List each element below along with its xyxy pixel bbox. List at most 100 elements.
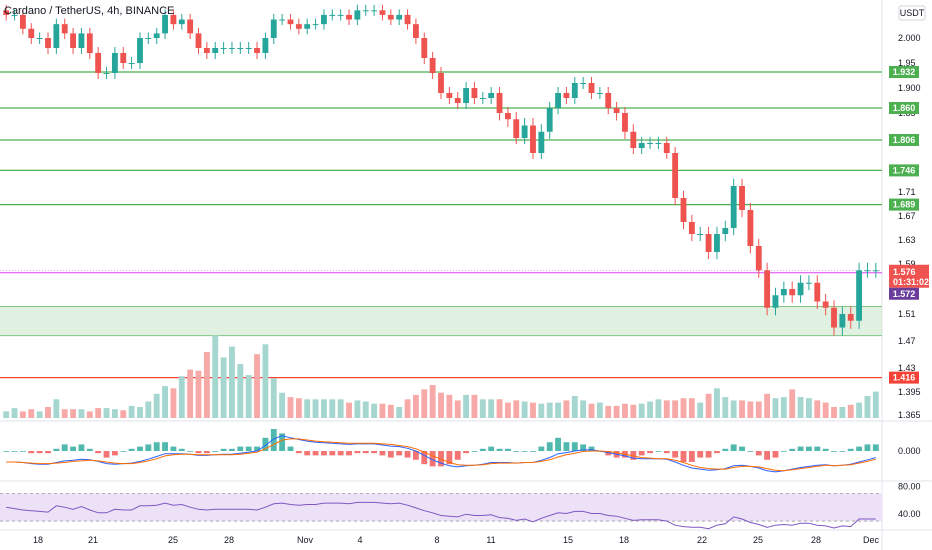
macd-signal-line[interactable] xyxy=(6,438,876,472)
candle-11[interactable] xyxy=(95,47,102,79)
candle-12[interactable] xyxy=(103,67,110,79)
candle-69[interactable] xyxy=(580,77,587,89)
candle-33[interactable] xyxy=(279,14,286,26)
candle-91[interactable] xyxy=(764,262,771,316)
candle-28[interactable] xyxy=(237,42,244,54)
candle-35[interactable] xyxy=(295,18,302,35)
candle-89[interactable] xyxy=(747,202,754,254)
macd-pane[interactable] xyxy=(3,429,879,473)
candle-97[interactable] xyxy=(814,275,821,309)
candle-37[interactable] xyxy=(312,18,319,30)
candle-62[interactable] xyxy=(521,118,528,144)
candle-84[interactable] xyxy=(705,226,712,260)
currency-badge[interactable] xyxy=(898,5,926,21)
candle-23[interactable] xyxy=(195,27,202,54)
candle-49[interactable] xyxy=(412,18,419,44)
candle-88[interactable] xyxy=(739,178,745,218)
candle-44[interactable] xyxy=(371,4,378,16)
candle-85[interactable] xyxy=(714,226,720,260)
candle-48[interactable] xyxy=(404,9,411,30)
candle-55[interactable] xyxy=(463,82,470,109)
candle-83[interactable] xyxy=(697,226,704,242)
candle-9[interactable] xyxy=(78,27,85,54)
candle-24[interactable] xyxy=(203,42,210,59)
candle-61[interactable] xyxy=(513,112,520,144)
candle-77[interactable] xyxy=(647,136,653,149)
candle-104[interactable] xyxy=(872,262,879,278)
candle-31[interactable] xyxy=(262,32,269,59)
candle-21[interactable] xyxy=(178,14,185,30)
candle-63[interactable] xyxy=(530,118,536,159)
candle-71[interactable] xyxy=(596,87,603,99)
candle-65[interactable] xyxy=(546,102,553,139)
candle-53[interactable] xyxy=(446,87,453,104)
candle-94[interactable] xyxy=(789,281,796,303)
candle-64[interactable] xyxy=(538,124,545,159)
candle-103[interactable] xyxy=(864,262,871,278)
candle-18[interactable] xyxy=(153,27,160,44)
candle-40[interactable] xyxy=(337,9,344,21)
candle-1[interactable] xyxy=(11,9,18,21)
candle-99[interactable] xyxy=(831,300,837,336)
candle-46[interactable] xyxy=(387,9,394,26)
candle-41[interactable] xyxy=(346,9,352,26)
candle-87[interactable] xyxy=(730,178,737,236)
candle-38[interactable] xyxy=(321,9,327,30)
candle-54[interactable] xyxy=(454,92,461,109)
candle-58[interactable] xyxy=(488,87,495,104)
candle-70[interactable] xyxy=(588,77,595,99)
candle-32[interactable] xyxy=(270,14,277,44)
candle-66[interactable] xyxy=(555,87,561,115)
candle-96[interactable] xyxy=(805,275,812,291)
candle-52[interactable] xyxy=(438,67,444,99)
candle-2[interactable] xyxy=(19,9,26,35)
candle-56[interactable] xyxy=(471,82,478,104)
candle-80[interactable] xyxy=(672,147,679,206)
candle-30[interactable] xyxy=(254,42,260,59)
candle-100[interactable] xyxy=(839,306,846,336)
candle-93[interactable] xyxy=(780,281,787,303)
candle-5[interactable] xyxy=(45,32,51,54)
candle-8[interactable] xyxy=(70,27,77,54)
candle-79[interactable] xyxy=(663,136,670,159)
candle-17[interactable] xyxy=(145,32,152,44)
candle-50[interactable] xyxy=(421,32,428,64)
candle-0[interactable] xyxy=(3,4,10,21)
candle-68[interactable] xyxy=(571,77,578,104)
rsi-pane[interactable] xyxy=(0,492,882,530)
candle-4[interactable] xyxy=(36,32,43,44)
candle-29[interactable] xyxy=(245,42,252,54)
candle-90[interactable] xyxy=(755,238,762,278)
candle-75[interactable] xyxy=(630,124,637,154)
candle-86[interactable] xyxy=(722,220,729,242)
candle-6[interactable] xyxy=(53,18,60,54)
candle-73[interactable] xyxy=(613,102,620,121)
candle-51[interactable] xyxy=(429,52,436,79)
candle-34[interactable] xyxy=(287,14,294,30)
candle-3[interactable] xyxy=(28,23,35,44)
candle-27[interactable] xyxy=(229,42,235,54)
candle-10[interactable] xyxy=(86,27,93,59)
candle-60[interactable] xyxy=(504,107,511,127)
candle-25[interactable] xyxy=(212,42,219,59)
candle-72[interactable] xyxy=(605,87,612,115)
candles-layer[interactable] xyxy=(3,4,879,336)
candle-47[interactable] xyxy=(396,9,403,26)
candle-22[interactable] xyxy=(187,14,194,39)
candle-81[interactable] xyxy=(680,190,687,230)
candle-39[interactable] xyxy=(329,9,336,21)
candle-59[interactable] xyxy=(496,87,503,121)
candle-76[interactable] xyxy=(638,136,645,154)
candle-74[interactable] xyxy=(622,107,628,139)
candle-36[interactable] xyxy=(304,18,311,35)
candle-42[interactable] xyxy=(354,4,361,26)
candle-13[interactable] xyxy=(111,47,118,79)
candle-16[interactable] xyxy=(137,32,143,69)
candle-95[interactable] xyxy=(797,275,804,303)
candle-45[interactable] xyxy=(379,4,386,21)
candle-67[interactable] xyxy=(563,87,570,104)
candle-7[interactable] xyxy=(61,18,68,39)
candle-20[interactable] xyxy=(170,9,177,30)
candle-82[interactable] xyxy=(688,214,695,242)
